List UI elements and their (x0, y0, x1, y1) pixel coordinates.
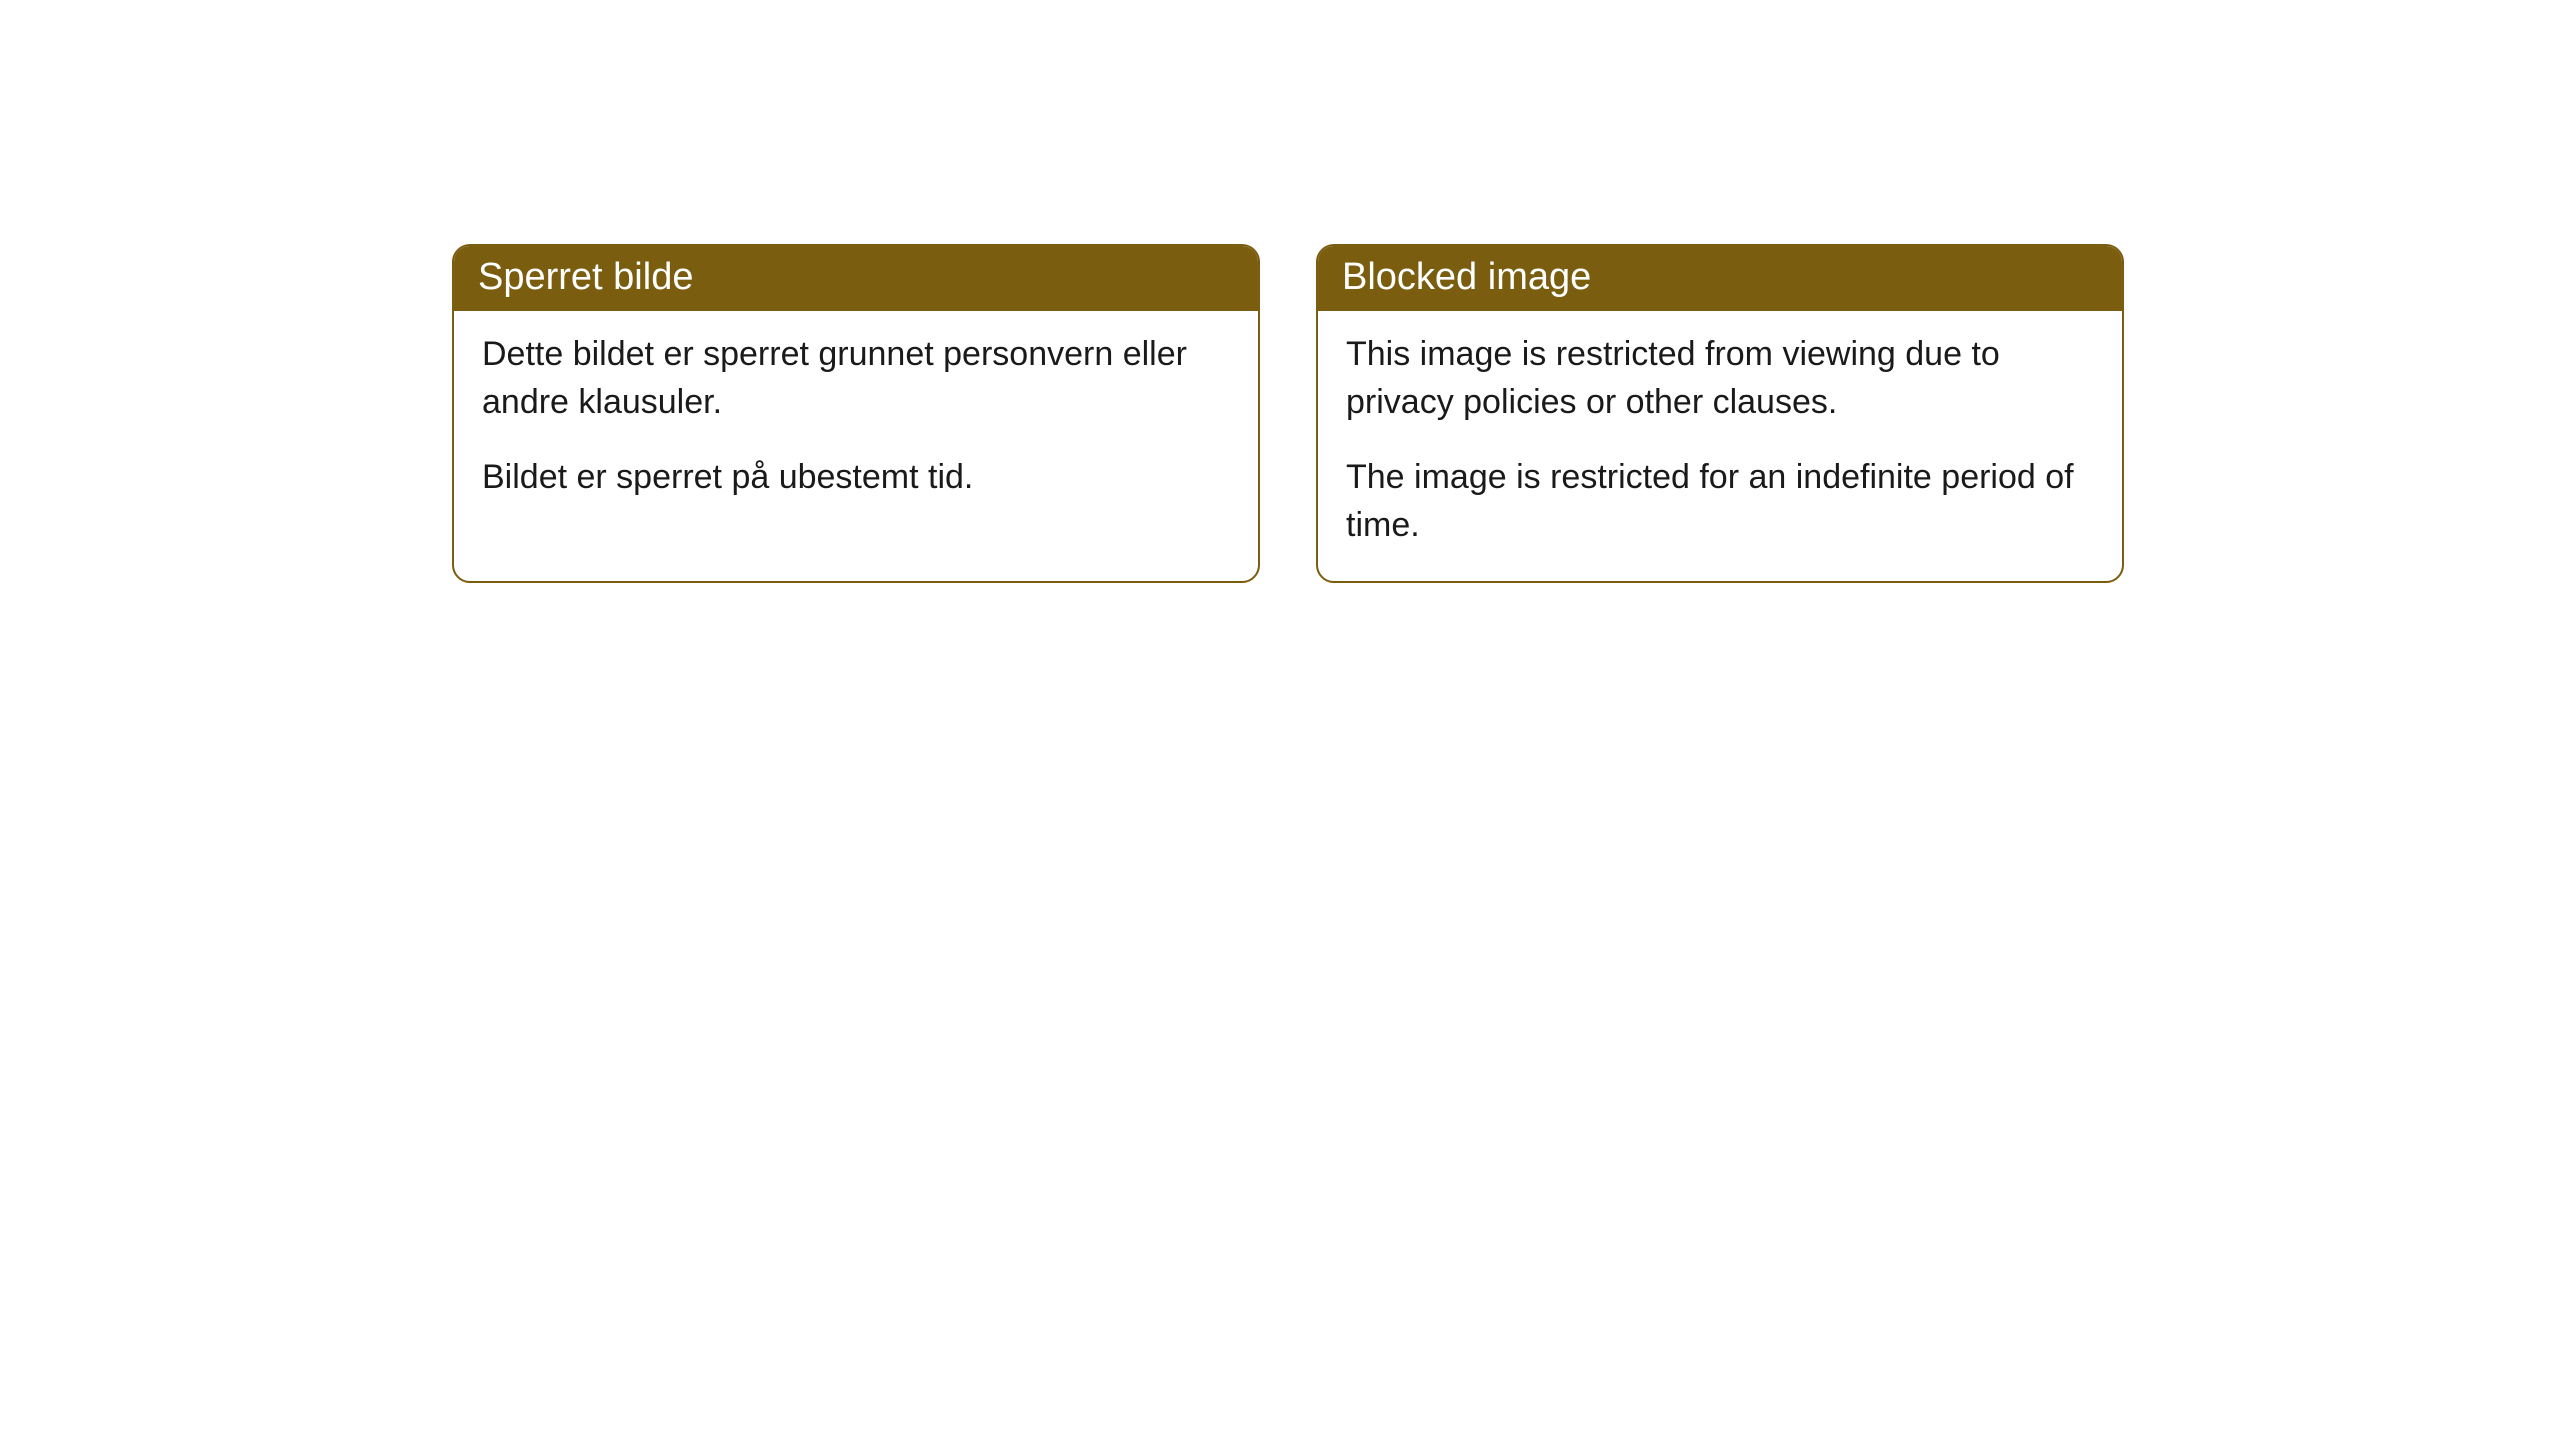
notice-card-norwegian: Sperret bilde Dette bildet er sperret gr… (452, 244, 1260, 583)
card-paragraph: The image is restricted for an indefinit… (1346, 454, 2094, 549)
card-paragraph: Bildet er sperret på ubestemt tid. (482, 454, 1230, 502)
card-header: Sperret bilde (454, 246, 1258, 311)
card-body: This image is restricted from viewing du… (1318, 311, 2122, 581)
card-body: Dette bildet er sperret grunnet personve… (454, 311, 1258, 534)
card-title: Blocked image (1342, 256, 1591, 298)
card-paragraph: Dette bildet er sperret grunnet personve… (482, 331, 1230, 426)
card-title: Sperret bilde (478, 256, 693, 298)
card-paragraph: This image is restricted from viewing du… (1346, 331, 2094, 426)
notice-container: Sperret bilde Dette bildet er sperret gr… (0, 0, 2560, 583)
card-header: Blocked image (1318, 246, 2122, 311)
notice-card-english: Blocked image This image is restricted f… (1316, 244, 2124, 583)
